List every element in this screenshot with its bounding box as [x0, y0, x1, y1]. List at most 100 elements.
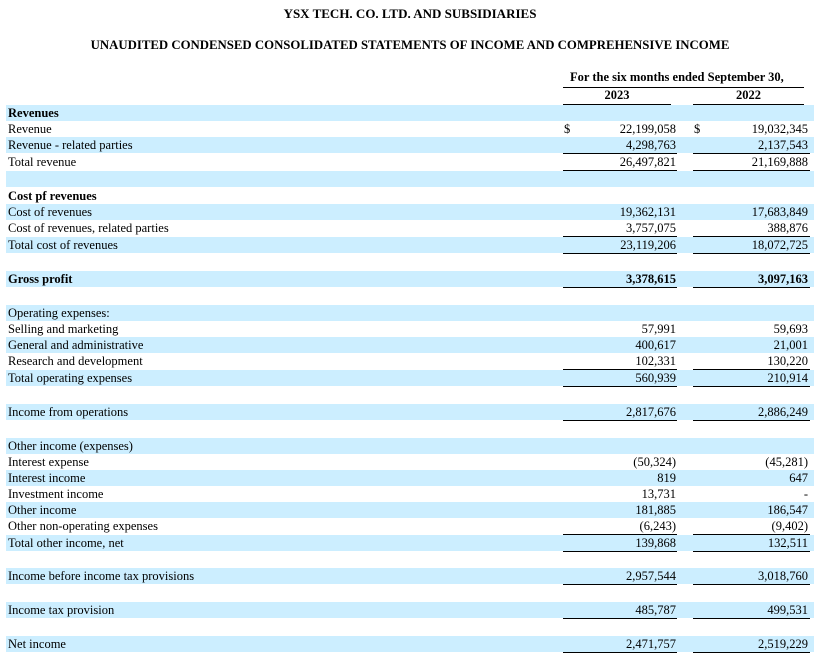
table-row: Revenue $ $22,199,058 19,032,345	[6, 121, 814, 137]
table-row	[6, 421, 814, 437]
row-label: Net income	[8, 637, 66, 651]
row-label: Income tax provision	[8, 603, 115, 617]
year-2023-header: 2023	[604, 88, 630, 102]
value-2023: (6,243)	[639, 519, 676, 533]
value-2022: (45,281)	[765, 455, 808, 469]
table-row: Gross profit 3,378,615 3,097,163	[6, 271, 814, 288]
table-row	[6, 585, 814, 601]
table-row: Operating expenses:	[6, 305, 814, 321]
table-row: Revenue - related parties 4,298,763 2,137,…	[6, 137, 814, 154]
value-2022: 130,220	[767, 354, 808, 368]
value-2023: 819	[657, 471, 676, 485]
value-2023: 13,731	[641, 487, 676, 501]
subtotal-rule	[563, 420, 677, 421]
row-label: Revenue	[8, 122, 52, 136]
row-label: Investment income	[8, 487, 104, 501]
value-2023: 2,817,676	[626, 405, 676, 419]
value-2022: 3,097,163	[758, 272, 808, 286]
table-row: Investment income 13,731 -	[6, 486, 814, 502]
table-row: Other income (expenses)	[6, 438, 814, 454]
value-2023: 22,199,058	[619, 122, 676, 136]
value-2023: 485,787	[635, 603, 676, 617]
year-2022-header: 2022	[736, 88, 761, 102]
subtotal-rule	[563, 170, 677, 171]
value-2022: 647	[789, 471, 808, 485]
subtotal-rule	[693, 253, 810, 254]
year-2022-rule	[693, 104, 804, 105]
value-2023: 23,119,206	[620, 238, 676, 252]
value-2023: 19,362,131	[619, 205, 676, 219]
subtotal-rule	[563, 584, 677, 585]
currency-symbol: $	[564, 122, 571, 136]
subtotal-rule	[693, 287, 810, 288]
subtotal-rule	[693, 420, 810, 421]
value-2022: 59,693	[773, 322, 808, 336]
value-2022: 186,547	[767, 503, 808, 517]
value-2023: 3,757,075	[626, 221, 676, 235]
value-2023: 181,885	[635, 503, 676, 517]
row-label: Revenue - related parties	[8, 138, 133, 152]
value-2022: 2,137,543	[758, 138, 808, 152]
subtotal-rule	[563, 618, 677, 619]
table-row: Total cost of revenues 23,119,206 18,072,7…	[6, 237, 814, 254]
row-label: Income before income tax provisions	[8, 569, 195, 583]
row-label: Revenues	[8, 106, 59, 120]
table-row: Net income 2,471,757 2,519,229	[6, 636, 814, 653]
table-row	[6, 288, 814, 304]
table-row: Cost of revenues 19,362,131 17,683,849	[6, 204, 814, 220]
subtotal-rule	[563, 236, 677, 237]
table-row: Research and development 102,331 130,220	[6, 353, 814, 370]
subtotal-rule	[563, 551, 677, 552]
value-2022: 132,511	[767, 536, 808, 550]
table-row: Total revenue 26,497,821 21,169,888	[6, 154, 814, 171]
row-label: Operating expenses:	[8, 306, 110, 320]
subtotal-rule	[563, 652, 677, 653]
table-row: Income tax provision 485,787 499,531	[6, 602, 814, 619]
subtotal-rule	[563, 534, 677, 535]
subtotal-rule	[563, 287, 677, 288]
table-row: Interest income 819 647	[6, 470, 814, 486]
subtotal-rule	[693, 652, 810, 653]
row-label: Research and development	[8, 354, 143, 368]
subtotal-rule	[693, 170, 810, 171]
subtotal-rule	[563, 153, 677, 154]
table-row: Cost pf revenues	[6, 188, 814, 204]
table-row: Total other income, net 139,868 132,511	[6, 535, 814, 552]
value-2023: 57,991	[641, 322, 676, 336]
table-row	[6, 387, 814, 403]
currency-symbol: $	[694, 122, 701, 136]
value-2022: 2,886,249	[758, 405, 808, 419]
value-2023: 560,939	[635, 371, 676, 385]
value-2022: 21,001	[773, 338, 808, 352]
row-label: General and administrative	[8, 338, 144, 352]
value-2023: 2,471,757	[626, 637, 676, 651]
table-row: Other income 181,885 186,547	[6, 502, 814, 518]
row-label: Total operating expenses	[8, 371, 133, 385]
value-2022: (9,402)	[771, 519, 808, 533]
value-2022: 210,914	[767, 371, 808, 385]
value-2023: 2,957,544	[626, 569, 676, 583]
value-2023: 400,617	[635, 338, 676, 352]
subtotal-rule	[563, 369, 677, 370]
table-row	[6, 171, 814, 187]
row-label: Total other income, net	[8, 536, 124, 550]
value-2023: 139,868	[635, 536, 676, 550]
value-2022: -	[803, 487, 808, 501]
row-label: Selling and marketing	[8, 322, 119, 336]
row-label: Cost of revenues, related parties	[8, 221, 169, 235]
table-row: General and administrative 400,617 21,001	[6, 337, 814, 353]
table-row: Cost of revenues, related parties 3,757,0…	[6, 220, 814, 237]
subtotal-rule	[563, 253, 677, 254]
value-2023: 4,298,763	[626, 138, 676, 152]
row-label: Interest income	[8, 471, 86, 485]
subtotal-rule	[693, 551, 810, 552]
table-row: Selling and marketing 57,991 59,693	[6, 321, 814, 337]
row-label: Cost of revenues	[8, 205, 93, 219]
value-2022: 3,018,760	[758, 569, 808, 583]
table-row: Total operating expenses 560,939 210,914	[6, 370, 814, 387]
period-header: For the six months ended September 30,	[570, 70, 784, 84]
value-2022: 21,169,888	[751, 155, 808, 169]
subtotal-rule	[563, 386, 677, 387]
year-2023-rule	[563, 104, 671, 105]
row-label: Cost pf revenues	[8, 189, 97, 203]
